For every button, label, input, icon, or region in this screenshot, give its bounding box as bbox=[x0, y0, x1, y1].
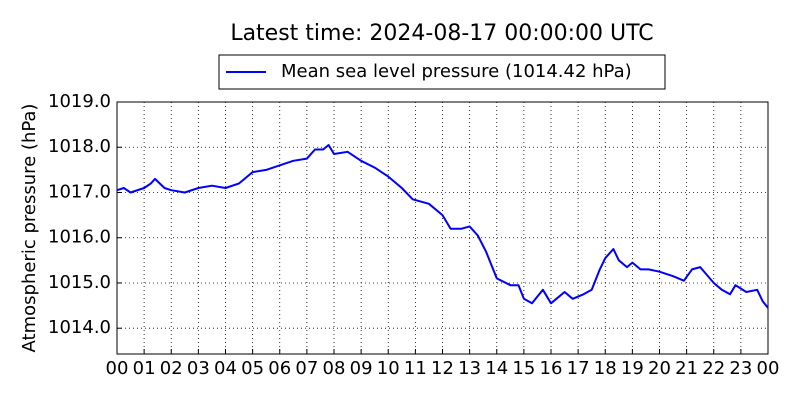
x-tick-label: 07 bbox=[295, 358, 318, 379]
y-tick-label: 1019.0 bbox=[48, 91, 111, 112]
x-tick-label: 06 bbox=[268, 358, 291, 379]
y-tick-label: 1014.0 bbox=[48, 317, 111, 338]
x-tick-label: 00 bbox=[757, 358, 780, 379]
y-tick-label: 1015.0 bbox=[48, 272, 111, 293]
x-tick-label: 00 bbox=[106, 358, 129, 379]
x-tick-label: 04 bbox=[214, 358, 237, 379]
x-tick-label: 02 bbox=[160, 358, 183, 379]
x-tick-label: 18 bbox=[594, 358, 617, 379]
x-tick-label: 14 bbox=[485, 358, 508, 379]
x-tick-label: 11 bbox=[404, 358, 427, 379]
y-tick-label: 1018.0 bbox=[48, 136, 111, 157]
y-tick-label: 1016.0 bbox=[48, 227, 111, 248]
x-tick-label: 20 bbox=[648, 358, 671, 379]
x-tick-label: 10 bbox=[377, 358, 400, 379]
x-tick-label: 05 bbox=[241, 358, 264, 379]
chart-title: Latest time: 2024-08-17 00:00:00 UTC bbox=[230, 21, 653, 46]
y-tick-label: 1017.0 bbox=[48, 181, 111, 202]
y-axis-label: Atmospheric pressure (hPa) bbox=[19, 104, 40, 353]
x-tick-label: 17 bbox=[567, 358, 590, 379]
legend-box bbox=[218, 54, 666, 90]
x-tick-label: 21 bbox=[675, 358, 698, 379]
legend-label: Mean sea level pressure (1014.42 hPa) bbox=[281, 61, 632, 82]
x-tick-label: 23 bbox=[729, 358, 752, 379]
x-tick-label: 08 bbox=[323, 358, 346, 379]
data-line bbox=[116, 144, 769, 309]
x-tick-label: 19 bbox=[621, 358, 644, 379]
x-tick-label: 16 bbox=[540, 358, 563, 379]
x-tick-label: 13 bbox=[458, 358, 481, 379]
x-tick-label: 09 bbox=[350, 358, 373, 379]
x-tick-label: 22 bbox=[702, 358, 725, 379]
x-tick-label: 15 bbox=[512, 358, 535, 379]
plot-frame bbox=[116, 101, 769, 355]
x-tick-label: 12 bbox=[431, 358, 454, 379]
x-tick-label: 03 bbox=[187, 358, 210, 379]
x-tick-label: 01 bbox=[133, 358, 156, 379]
